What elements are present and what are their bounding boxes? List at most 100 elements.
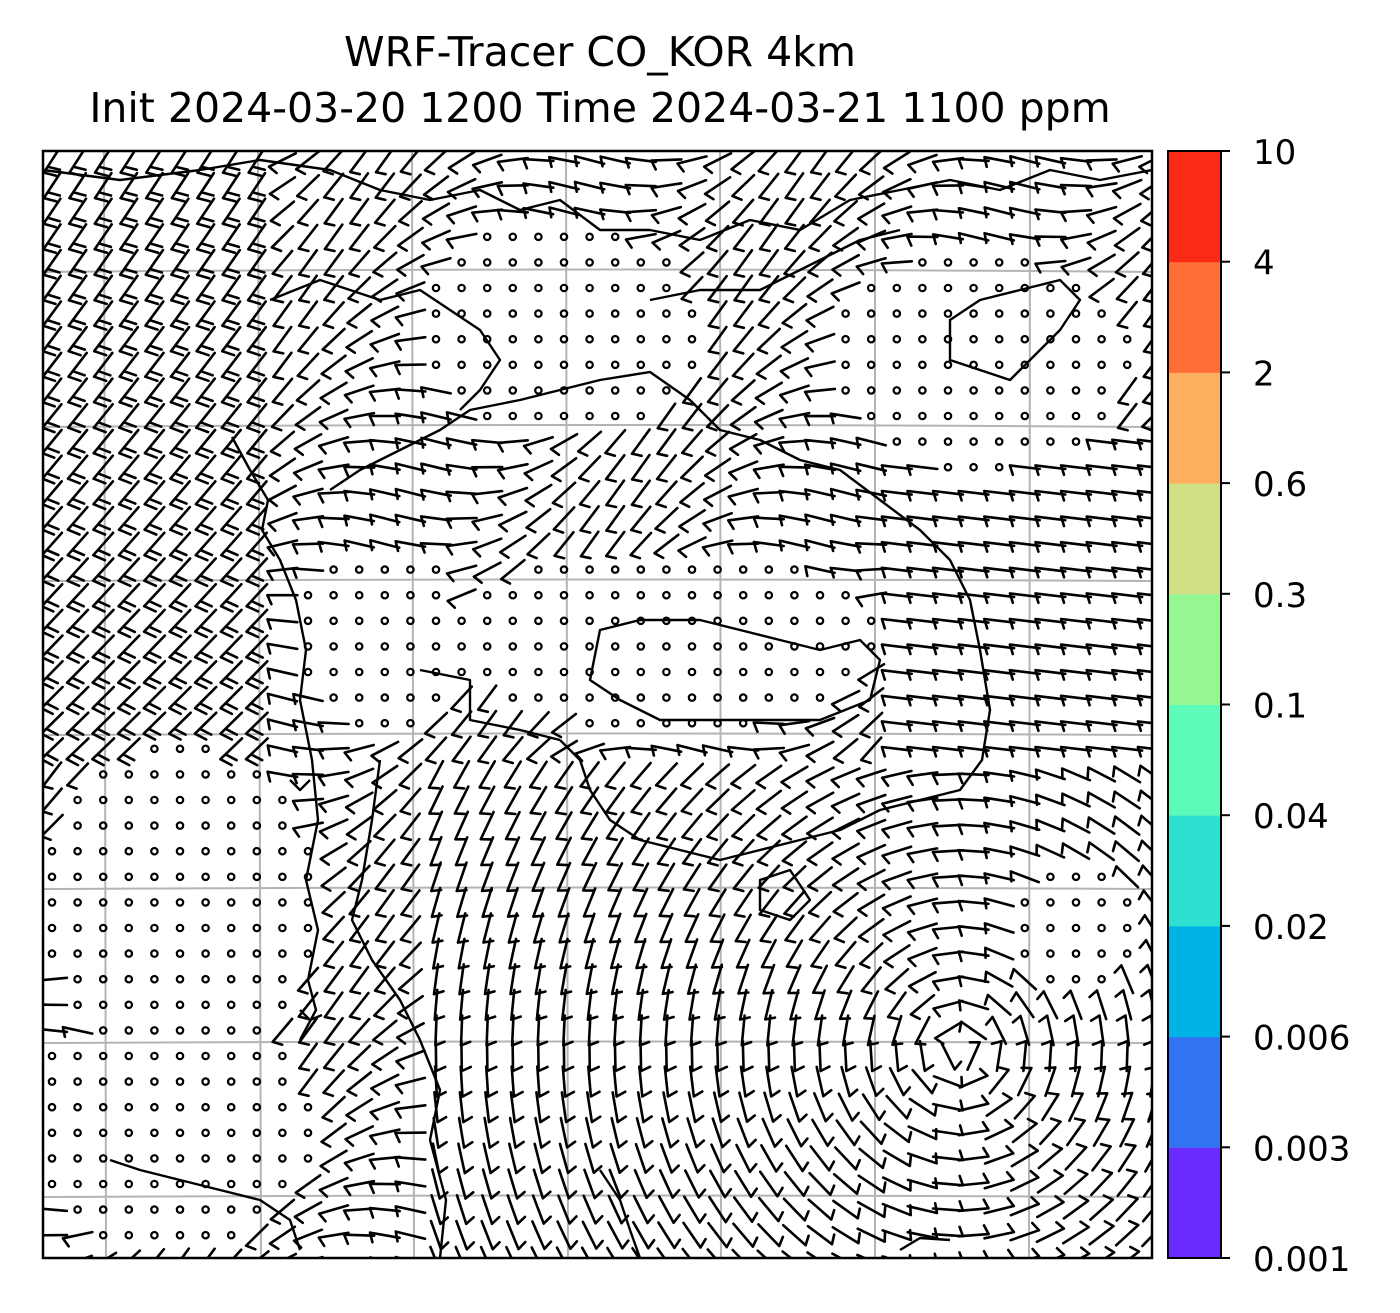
calm-wind-circle: [841, 616, 850, 626]
wind-barb: [704, 430, 731, 457]
wind-barb: [484, 1065, 499, 1098]
wind-barb: [143, 377, 165, 408]
wind-barb: [906, 540, 939, 553]
wind-barb: [829, 540, 862, 553]
wind-barb: [654, 506, 679, 534]
calm-wind-circle: [124, 974, 134, 984]
wind-barb: [1136, 643, 1152, 656]
calm-wind-circle: [534, 565, 543, 574]
wind-barb: [1034, 540, 1067, 553]
calm-wind-circle: [98, 1026, 108, 1035]
calm-wind-circle: [713, 642, 722, 651]
wind-barb: [394, 363, 427, 376]
wind-barb: [1060, 842, 1091, 861]
wind-barb: [317, 540, 350, 553]
calm-wind-circle: [150, 974, 159, 984]
wind-barb: [344, 357, 374, 379]
wind-barb: [757, 1196, 784, 1223]
calm-wind-circle: [175, 1051, 185, 1061]
calm-wind-circle: [687, 667, 697, 677]
calm-wind-circle: [124, 770, 134, 779]
wind-barb: [805, 305, 835, 328]
wind-barb: [606, 1220, 630, 1250]
wind-barb: [656, 428, 677, 458]
wind-barb: [1034, 464, 1067, 477]
wind-barb: [1119, 1065, 1132, 1098]
wind-barb: [983, 1196, 1016, 1215]
wind-barb: [1111, 592, 1144, 605]
calm-wind-circle: [534, 616, 543, 626]
wind-barb: [634, 1142, 655, 1174]
calm-wind-circle: [559, 590, 569, 600]
calm-wind-circle: [73, 1077, 82, 1086]
wind-barb: [348, 249, 371, 278]
wind-barb: [756, 839, 781, 867]
map-title-line-2: Init 2024-03-20 1200 Time 2024-03-21 110…: [89, 84, 1111, 132]
calm-wind-circle: [98, 846, 108, 856]
wind-barb: [144, 351, 165, 383]
calm-wind-circle: [636, 411, 646, 421]
wind-barb: [805, 766, 835, 789]
wind-barb: [957, 1146, 990, 1162]
wind-barb: [859, 736, 883, 765]
wind-barb: [117, 454, 140, 485]
wind-barb: [1117, 1039, 1129, 1073]
calm-wind-circle: [278, 949, 287, 958]
calm-wind-circle: [150, 923, 159, 933]
wind-barb: [244, 711, 269, 741]
wind-barb: [680, 787, 704, 816]
calm-wind-circle: [226, 1000, 236, 1010]
calm-wind-circle: [226, 1051, 236, 1061]
wind-barb: [1034, 515, 1067, 528]
wind-barb: [67, 248, 88, 280]
wind-barb: [1138, 914, 1152, 930]
calm-wind-circle: [534, 283, 543, 293]
wind-barb: [599, 181, 632, 194]
wind-barb: [170, 223, 190, 254]
wind-barb: [272, 300, 293, 330]
wind-barb: [394, 412, 427, 425]
wind-barb: [553, 531, 575, 560]
wind-barb: [835, 1119, 861, 1147]
calm-wind-circle: [866, 360, 876, 370]
calm-wind-circle: [150, 1000, 159, 1010]
wind-barb: [918, 1039, 935, 1073]
calm-wind-circle: [354, 642, 364, 651]
wind-barb: [708, 888, 727, 918]
wind-barb: [983, 771, 1016, 784]
wind-barb: [394, 388, 427, 400]
calm-wind-circle: [687, 693, 697, 702]
wind-barb: [706, 377, 729, 406]
calm-wind-circle: [943, 386, 953, 395]
wind-barb: [881, 205, 913, 225]
calm-wind-circle: [201, 923, 210, 933]
wind-barb: [1086, 791, 1116, 809]
calm-wind-circle: [687, 360, 697, 370]
wind-barb: [447, 151, 476, 175]
calm-wind-circle: [252, 1179, 262, 1189]
wind-barb: [61, 1230, 94, 1248]
calm-wind-circle: [1071, 334, 1081, 344]
calm-wind-circle: [329, 642, 338, 651]
wind-barb: [957, 823, 990, 836]
calm-wind-circle: [482, 386, 492, 395]
wind-barb: [604, 454, 626, 483]
wind-barb: [322, 1043, 345, 1072]
calm-wind-circle: [1046, 923, 1055, 933]
wind-barb: [548, 155, 580, 169]
wind-barb: [291, 772, 325, 785]
calm-wind-circle: [47, 898, 57, 907]
wind-barb: [1085, 205, 1118, 225]
wind-barb: [1008, 769, 1041, 782]
calm-wind-circle: [252, 949, 262, 958]
wind-barb: [686, 1117, 706, 1149]
calm-wind-circle: [278, 1000, 287, 1010]
wind-barb: [323, 965, 344, 995]
wind-barb: [707, 863, 728, 893]
wind-barb: [983, 1222, 1016, 1240]
wind-barb: [470, 465, 504, 478]
wind-barb: [91, 582, 115, 613]
calm-wind-circle: [585, 258, 594, 267]
calm-wind-circle: [764, 642, 774, 651]
wind-barb: [67, 223, 88, 254]
